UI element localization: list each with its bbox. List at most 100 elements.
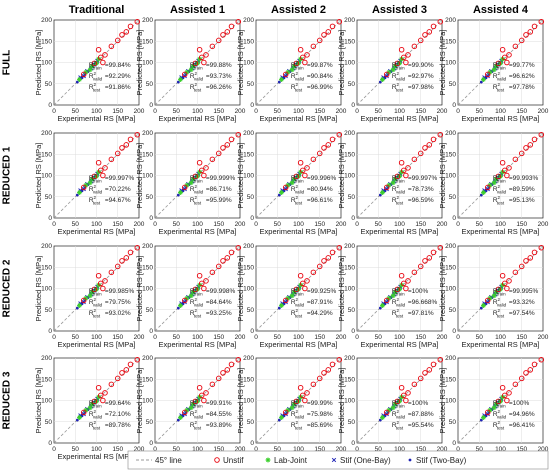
unstif-point [325, 142, 332, 148]
r2-valid-label: R2 valid =70.22% [89, 184, 131, 195]
y-tick-label: 200 [445, 17, 456, 24]
unstif-point [502, 392, 508, 399]
r2-train-label: R2 train =99.87% [291, 60, 333, 71]
r2-test-label: R2 test =97.81% [392, 308, 434, 319]
y-tick-label: 50 [146, 307, 154, 314]
y-tick-label: 0 [351, 215, 355, 222]
y-tick-label: 200 [142, 17, 153, 24]
x-tick-label: 0 [355, 446, 359, 453]
x-tick-label: 50 [476, 108, 484, 115]
unstif-point [538, 356, 545, 363]
x-tick-label: 0 [52, 446, 56, 453]
y-tick-label: 150 [344, 38, 355, 45]
unstif-point [325, 29, 332, 35]
y-axis-label: Predicted RS [MPa] [337, 368, 346, 434]
unstif-point [506, 165, 512, 171]
x-tick-label: 50 [72, 334, 80, 341]
r2-test-label: R2 test =96.61% [291, 195, 333, 206]
x-tick-label: 50 [173, 446, 181, 453]
x-tick-label: 200 [437, 334, 448, 341]
unstif-point [485, 71, 491, 78]
unstif-point [114, 37, 121, 44]
stif-one-bay-point [81, 299, 86, 305]
y-tick-label: 150 [41, 376, 52, 383]
unstif-point [119, 145, 125, 151]
row-label: FULL [2, 50, 13, 76]
r2-train-label: R2 train =99.99% [291, 398, 333, 409]
unstif-point [401, 167, 407, 174]
unstif-point [321, 32, 327, 38]
unstif-point [209, 381, 216, 388]
x-axis-label: Experimental RS [MPa] [260, 340, 338, 349]
lab-joint-point [289, 67, 295, 73]
x-tick-label: 150 [213, 446, 224, 453]
x-tick-label: 50 [375, 334, 383, 341]
unstif-point [209, 156, 216, 163]
unstif-point [418, 263, 424, 270]
unstif-point [300, 392, 306, 399]
r2-valid-label: R2 valid =93.32% [493, 297, 535, 308]
y-tick-label: 150 [41, 38, 52, 45]
x-tick-label: 150 [516, 334, 527, 341]
x-tick-label: 0 [355, 108, 359, 115]
unstif-point [119, 258, 125, 264]
legend-item: Unstif [214, 456, 244, 465]
x-tick-label: 100 [192, 334, 203, 341]
r2-valid-label: R2 valid =87.88% [392, 409, 434, 420]
stif-one-bay-point [384, 411, 389, 417]
y-tick-label: 100 [41, 173, 52, 180]
unstif-point [403, 59, 409, 66]
y-tick-label: 0 [149, 328, 153, 335]
x-tick-label: 200 [538, 221, 549, 228]
lab-joint-point [380, 190, 385, 195]
lab-joint-point [491, 405, 497, 411]
y-tick-label: 150 [344, 151, 355, 158]
unstif-point [538, 131, 545, 138]
x-tick-label: 150 [112, 334, 123, 341]
y-tick-label: 0 [48, 440, 52, 447]
x-tick-label: 150 [314, 446, 325, 453]
unstif-point [95, 273, 102, 279]
y-axis-label: Predicted RS [MPa] [337, 30, 346, 96]
lab-joint-point [188, 405, 194, 411]
x-tick-label: 0 [153, 108, 157, 115]
r2-test-label: R2 test =94.29% [291, 308, 333, 319]
unstif-point [418, 37, 424, 44]
x-tick-label: 100 [91, 108, 102, 115]
unstif-point [329, 361, 336, 368]
unstif-point [283, 71, 289, 78]
unstif-point [504, 59, 510, 66]
y-tick-label: 200 [243, 355, 254, 362]
x-tick-label: 0 [153, 221, 157, 228]
y-tick-label: 150 [41, 264, 52, 271]
unstif-point [325, 367, 332, 373]
unstif-point [531, 23, 538, 30]
unstif-point [495, 173, 502, 180]
r2-train-label: R2 train =99.993% [493, 173, 539, 184]
y-axis-label: Predicted RS [MPa] [34, 256, 43, 322]
x-tick-label: 100 [495, 221, 506, 228]
unstif-point [411, 269, 418, 276]
x-tick-label: 200 [336, 334, 347, 341]
x-axis-label: Experimental RS [MPa] [361, 114, 439, 123]
unstif-point [201, 59, 207, 66]
x-tick-label: 0 [254, 334, 258, 341]
unstif-point [215, 375, 222, 382]
y-axis-label: Predicted RS [MPa] [236, 256, 245, 322]
lab-joint-point [77, 190, 82, 195]
y-axis-label: Predicted RS [MPa] [438, 30, 447, 96]
lab-joint-point [178, 77, 183, 82]
y-axis-label: Predicted RS [MPa] [236, 368, 245, 434]
y-tick-label: 50 [45, 419, 53, 426]
x-tick-label: 50 [72, 446, 80, 453]
y-tick-label: 150 [344, 376, 355, 383]
y-tick-label: 50 [449, 307, 457, 314]
x-tick-label: 50 [375, 221, 383, 228]
r2-valid-label: R2 valid =92.29% [89, 71, 131, 82]
x-tick-label: 150 [213, 108, 224, 115]
stif-one-bay-point [485, 299, 490, 305]
lab-joint-point [481, 77, 486, 82]
unstif-point [506, 52, 512, 58]
y-tick-label: 200 [41, 355, 52, 362]
